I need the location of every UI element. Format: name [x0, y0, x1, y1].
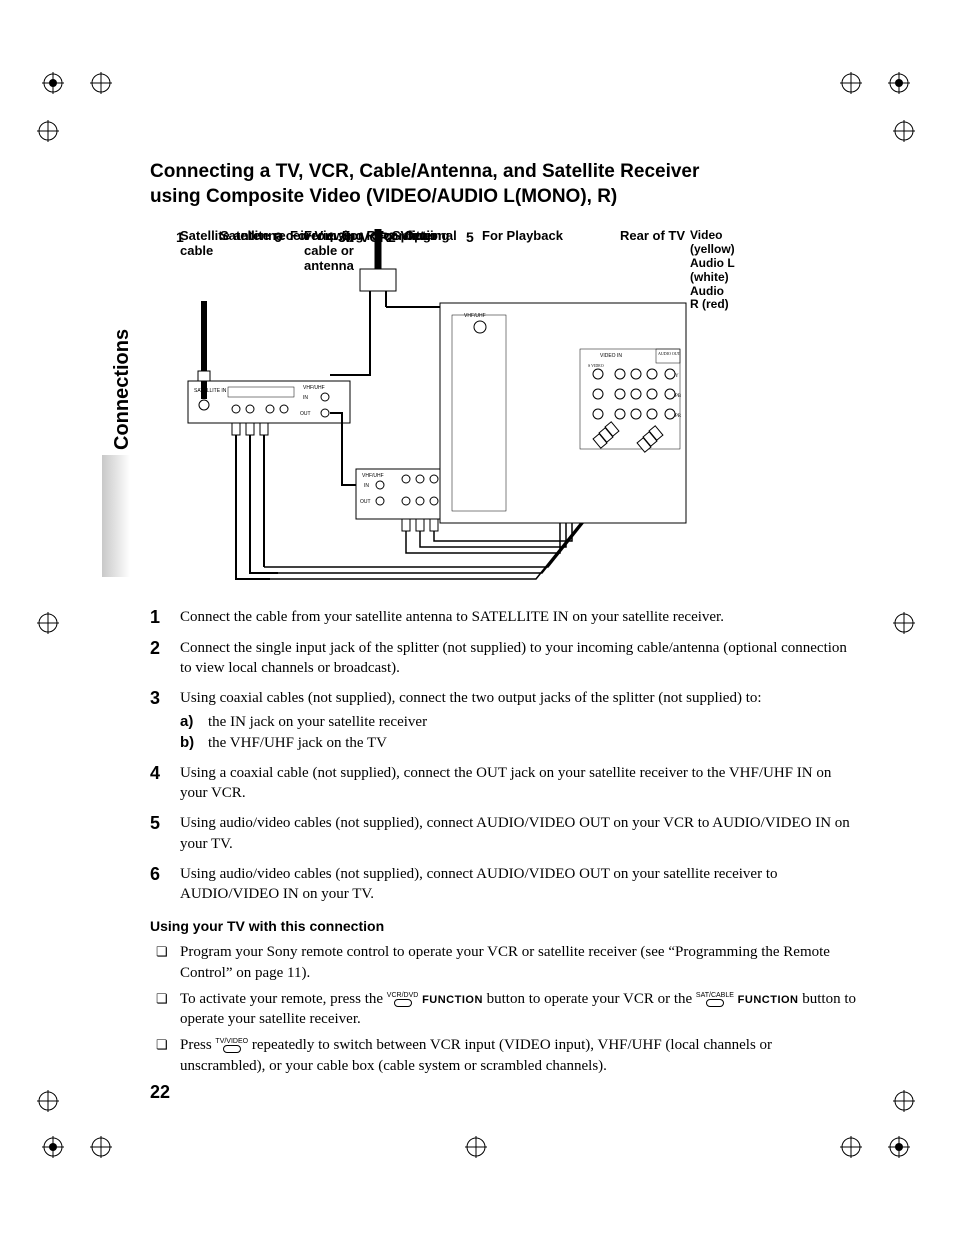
sidebar-gradient	[102, 455, 130, 577]
svg-text:OUT: OUT	[300, 411, 311, 417]
diagram-num-1: 1	[176, 229, 184, 245]
bullet-1-text: Program your Sony remote control to oper…	[180, 944, 830, 980]
reg-mark	[42, 72, 64, 94]
bullet-1: Program your Sony remote control to oper…	[150, 942, 860, 983]
step-3-text: Using coaxial cables (not supplied), con…	[180, 690, 762, 706]
cross-mark	[90, 72, 112, 94]
page-number: 22	[150, 1082, 860, 1103]
function-label-2: FUNCTION	[738, 994, 799, 1006]
step-4: Using a coaxial cable (not supplied), co…	[150, 763, 860, 804]
reg-mark	[42, 1136, 64, 1158]
step-2-text: Connect the single input jack of the spl…	[180, 640, 847, 676]
cross-mark	[465, 1136, 487, 1158]
sat-cable-button-icon: SAT/CABLE	[696, 992, 734, 1007]
bullet-2: To activate your remote, press the VCR/D…	[150, 989, 860, 1030]
cross-mark	[840, 72, 862, 94]
svg-text:VHF/UHF: VHF/UHF	[303, 385, 325, 391]
step-5-text: Using audio/video cables (not supplied),…	[180, 815, 850, 851]
svg-text:VHF/UHF: VHF/UHF	[464, 313, 486, 319]
svg-text:Y: Y	[675, 374, 679, 379]
step-2: Connect the single input jack of the spl…	[150, 638, 860, 679]
cross-mark	[893, 1090, 915, 1112]
cross-mark	[37, 612, 59, 634]
step-3a: a) the IN jack on your satellite receiver	[180, 712, 860, 732]
bullet-2-text-a: To activate your remote, press the	[180, 991, 387, 1007]
bullet-2-text-b: button to operate your VCR or the	[487, 991, 696, 1007]
step-3b-label: b)	[180, 733, 194, 753]
label-for-viewing-6: For Viewing	[290, 229, 363, 244]
svg-text:SATELLITE IN: SATELLITE IN	[194, 388, 227, 394]
cross-mark	[893, 120, 915, 142]
bullet-3-text-b: repeatedly to switch between VCR input (…	[180, 1037, 772, 1073]
function-label-1: FUNCTION	[422, 994, 483, 1006]
cross-mark	[90, 1136, 112, 1158]
step-4-text: Using a coaxial cable (not supplied), co…	[180, 765, 831, 801]
step-6-text: Using audio/video cables (not supplied),…	[180, 866, 778, 902]
vcr-dvd-button-icon: VCR/DVD	[387, 992, 419, 1007]
title-line2: using Composite Video (VIDEO/AUDIO L(MON…	[150, 186, 617, 207]
btn3-label: TV/VIDEO	[215, 1038, 248, 1045]
diagram-num-6: 6	[274, 229, 282, 245]
svg-text:AUDIO OUT: AUDIO OUT	[658, 351, 681, 356]
subsection-heading: Using your TV with this connection	[150, 918, 860, 934]
title-line1: Connecting a TV, VCR, Cable/Antenna, and…	[150, 161, 699, 182]
svg-text:OUT: OUT	[360, 499, 371, 505]
step-3b-text: the VHF/UHF jack on the TV	[208, 735, 387, 751]
btn2-label: SAT/CABLE	[696, 992, 734, 999]
section-sidebar-label: Connections	[108, 319, 137, 460]
reg-mark	[888, 1136, 910, 1158]
step-3a-label: a)	[180, 712, 193, 732]
cross-mark	[37, 1090, 59, 1112]
svg-text:VIDEO IN: VIDEO IN	[600, 353, 622, 359]
svg-text:PR: PR	[675, 414, 682, 419]
svg-text:S VIDEO: S VIDEO	[588, 363, 604, 368]
label-vcr: VCR	[360, 229, 390, 245]
step-5: Using audio/video cables (not supplied),…	[150, 813, 860, 854]
cross-mark	[840, 1136, 862, 1158]
connection-diagram: SATELLITE IN IN OUT VHF/UHF IN OUT VHF/U…	[170, 229, 730, 589]
step-1: Connect the cable from your satellite an…	[150, 607, 860, 627]
page-content: Connecting a TV, VCR, Cable/Antenna, and…	[150, 160, 860, 1103]
step-3b: b) the VHF/UHF jack on the TV	[180, 733, 860, 753]
svg-text:IN: IN	[303, 395, 308, 401]
svg-text:VHF/UHF: VHF/UHF	[362, 473, 384, 479]
cross-mark	[37, 120, 59, 142]
diagram-num-5: 5	[466, 229, 474, 245]
step-6: Using audio/video cables (not supplied),…	[150, 864, 860, 905]
step-3: Using coaxial cables (not supplied), con…	[150, 688, 860, 753]
label-rear-of-tv: Rear of TV	[620, 229, 685, 244]
step-3a-text: the IN jack on your satellite receiver	[208, 714, 427, 730]
page-title: Connecting a TV, VCR, Cable/Antenna, and…	[150, 160, 860, 209]
svg-text:PB: PB	[675, 394, 682, 399]
bullet-3: Press TV/VIDEO repeatedly to switch betw…	[150, 1035, 860, 1076]
diagram-svg: SATELLITE IN IN OUT VHF/UHF IN OUT VHF/U…	[170, 229, 730, 589]
bullet-3-text-a: Press	[180, 1037, 215, 1053]
svg-text:IN: IN	[364, 483, 369, 489]
instruction-steps: Connect the cable from your satellite an…	[150, 607, 860, 904]
btn1-label: VCR/DVD	[387, 992, 419, 999]
usage-bullets: Program your Sony remote control to oper…	[150, 942, 860, 1076]
step-1-text: Connect the cable from your satellite an…	[180, 609, 724, 625]
step-3-substeps: a) the IN jack on your satellite receiver…	[180, 712, 860, 753]
label-for-playback: For Playback	[482, 229, 563, 244]
label-cable-colors: Video (yellow) Audio L (white) Audio R (…	[690, 229, 735, 312]
tv-video-button-icon: TV/VIDEO	[215, 1038, 248, 1053]
reg-mark	[888, 72, 910, 94]
cross-mark	[893, 612, 915, 634]
